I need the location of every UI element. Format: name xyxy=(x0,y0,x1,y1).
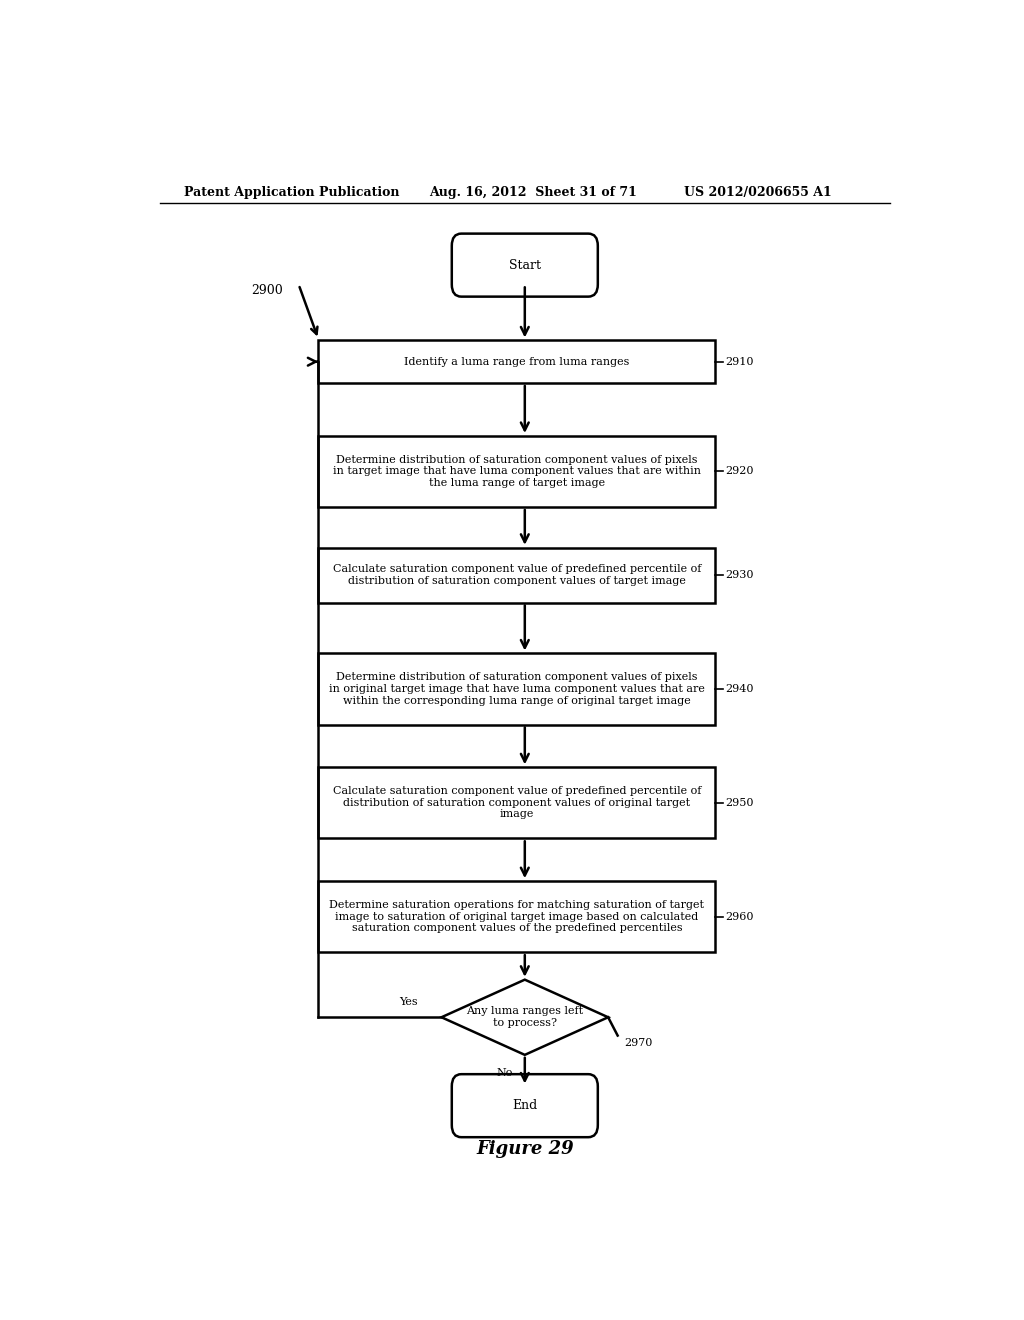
Text: 2940: 2940 xyxy=(725,684,754,694)
Bar xyxy=(318,436,715,507)
Text: 2970: 2970 xyxy=(624,1038,652,1048)
Bar xyxy=(318,653,715,725)
Text: Determine saturation operations for matching saturation of target
image to satur: Determine saturation operations for matc… xyxy=(330,900,705,933)
Text: 2910: 2910 xyxy=(725,356,754,367)
Text: 2920: 2920 xyxy=(725,466,754,477)
Text: 2960: 2960 xyxy=(725,912,754,921)
Text: Any luma ranges left
to process?: Any luma ranges left to process? xyxy=(466,1006,584,1028)
Text: Patent Application Publication: Patent Application Publication xyxy=(183,186,399,199)
Text: Start: Start xyxy=(509,259,541,272)
Text: Determine distribution of saturation component values of pixels
in original targ: Determine distribution of saturation com… xyxy=(329,672,705,706)
Text: Calculate saturation component value of predefined percentile of
distribution of: Calculate saturation component value of … xyxy=(333,787,701,820)
Text: 2950: 2950 xyxy=(725,797,754,808)
Text: Identify a luma range from luma ranges: Identify a luma range from luma ranges xyxy=(404,356,630,367)
Text: 2930: 2930 xyxy=(725,570,754,579)
Bar xyxy=(318,767,715,838)
Bar xyxy=(318,880,715,952)
FancyBboxPatch shape xyxy=(452,1074,598,1138)
Bar xyxy=(318,548,715,602)
Text: Figure 29: Figure 29 xyxy=(476,1140,573,1159)
Text: Calculate saturation component value of predefined percentile of
distribution of: Calculate saturation component value of … xyxy=(333,565,701,586)
Text: 2900: 2900 xyxy=(251,284,283,297)
Text: Aug. 16, 2012  Sheet 31 of 71: Aug. 16, 2012 Sheet 31 of 71 xyxy=(430,186,638,199)
Text: End: End xyxy=(512,1100,538,1113)
Bar xyxy=(318,341,715,383)
Text: Determine distribution of saturation component values of pixels
in target image : Determine distribution of saturation com… xyxy=(333,455,700,488)
Text: US 2012/0206655 A1: US 2012/0206655 A1 xyxy=(684,186,831,199)
Text: Yes: Yes xyxy=(399,997,418,1007)
FancyBboxPatch shape xyxy=(452,234,598,297)
Polygon shape xyxy=(441,979,608,1055)
Text: No: No xyxy=(497,1068,513,1078)
